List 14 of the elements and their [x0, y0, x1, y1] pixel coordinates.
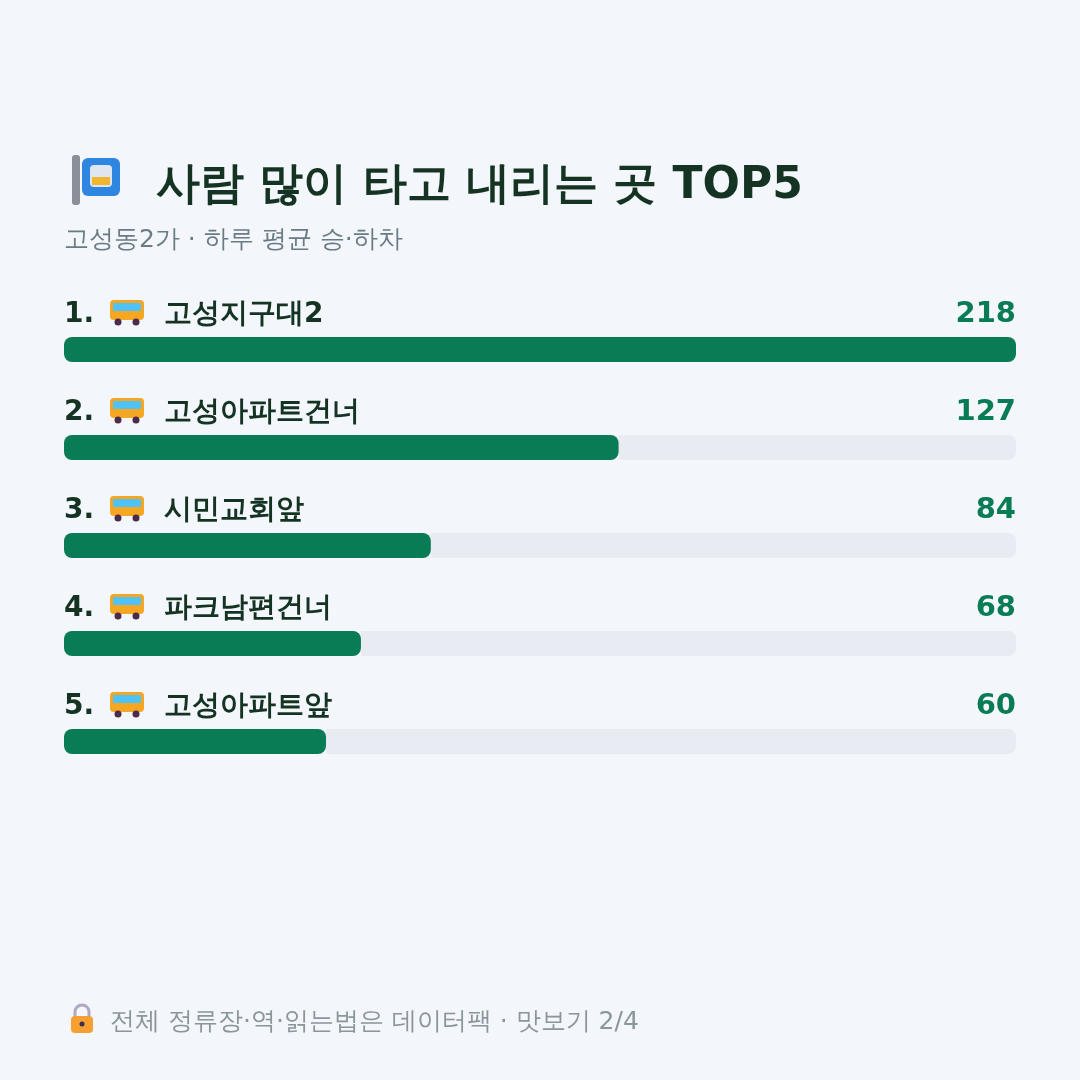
data-label: 218 [955, 295, 1016, 329]
category-label: 2. 고성아파트건너 [64, 394, 360, 427]
category-label: 1. 고성지구대2 [64, 296, 324, 329]
text: 전체 정류장·역·읽는법은 데이터팩 · 맛보기 2/4 [110, 1006, 639, 1035]
category-label: 3. 시민교회앞 [64, 492, 304, 525]
bar [64, 337, 1016, 362]
chart-subtitle: 고성동2가 · 하루 평균 승·하차 [64, 224, 403, 253]
data-label: 84 [975, 491, 1016, 525]
data-label: 127 [955, 393, 1016, 427]
data-label: 68 [975, 589, 1016, 623]
data-label: 60 [975, 687, 1016, 721]
category-label: 4. 파크남편건너 [64, 590, 332, 623]
chart-title: 사람 많이 타고 내리는 곳 TOP5 [156, 157, 803, 208]
category-label: 5. 고성아파트앞 [64, 688, 332, 721]
